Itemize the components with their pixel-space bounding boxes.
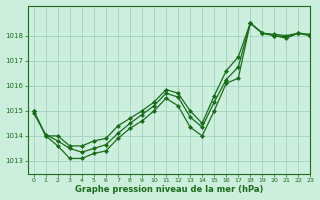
X-axis label: Graphe pression niveau de la mer (hPa): Graphe pression niveau de la mer (hPa)	[75, 185, 263, 194]
